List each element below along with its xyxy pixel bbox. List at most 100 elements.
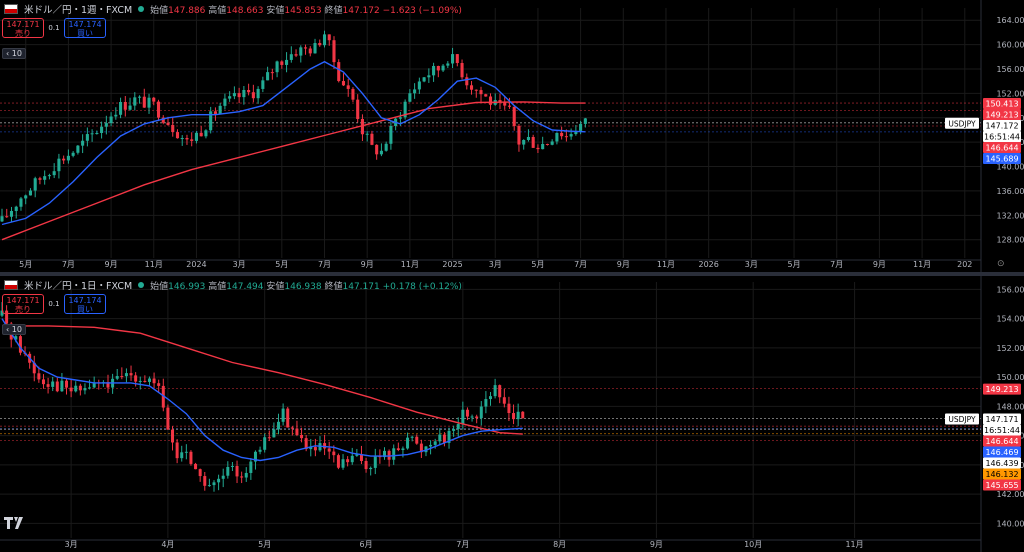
candle-body: [189, 451, 193, 464]
price-tag-label: 146.644: [985, 437, 1018, 446]
indicator-count-toggle[interactable]: ‹ 10: [2, 324, 26, 335]
candle-body: [106, 382, 110, 388]
weekly-chart-pane[interactable]: 164.000160.000156.000152.000148.000144.0…: [0, 0, 1024, 272]
candle-body: [57, 158, 61, 172]
candle-body: [114, 114, 118, 117]
settings-gear-icon[interactable]: ⊙: [997, 259, 1005, 269]
x-tick-label: 10月: [744, 540, 762, 549]
symbol-tag: [945, 413, 979, 425]
price-tag-label: 147.171: [985, 415, 1018, 424]
candle-body: [555, 132, 559, 142]
candle-body: [228, 96, 232, 99]
price-tag: [983, 413, 1021, 425]
buy-button[interactable]: 147.174 買い: [64, 294, 106, 314]
candle-body: [74, 385, 78, 392]
candle-body: [545, 143, 549, 145]
candle-body: [266, 72, 270, 81]
daily-candlestick-chart[interactable]: 156.000154.000152.000150.000148.000146.0…: [0, 276, 1024, 552]
candle-body: [275, 61, 279, 73]
candle-body: [469, 85, 474, 90]
slow-moving-average-line: [2, 325, 523, 435]
price-tag-label: 146.469: [985, 448, 1018, 457]
candle-body: [171, 124, 175, 133]
x-tick-label: 11月: [401, 260, 419, 269]
x-tick-label: 4月: [161, 540, 174, 549]
candle-body: [422, 77, 426, 82]
candle-body: [455, 54, 459, 64]
candle-body: [355, 454, 359, 456]
candle-body: [313, 43, 317, 54]
candle-body: [300, 434, 304, 439]
candle-body: [560, 132, 564, 137]
x-tick-label: 7月: [318, 260, 331, 269]
y-tick-label: 152.000: [996, 344, 1024, 353]
candle-body: [213, 111, 217, 114]
indicator-count-toggle[interactable]: ‹ 10: [2, 48, 26, 59]
candle-body: [33, 178, 37, 191]
candle-body: [470, 416, 474, 418]
y-tick-label: 128.000: [996, 236, 1024, 245]
candle-body: [583, 118, 587, 124]
candle-body: [383, 450, 387, 458]
daily-chart-pane[interactable]: 156.000154.000152.000150.000148.000146.0…: [0, 276, 1024, 552]
candle-body: [475, 416, 479, 419]
price-tag: [983, 98, 1021, 110]
candle-body: [452, 429, 456, 431]
candle-body: [574, 130, 578, 135]
candle-body: [541, 143, 545, 150]
candle-body: [92, 382, 96, 388]
candle-body: [32, 362, 36, 374]
candle-body: [14, 336, 18, 340]
candle-body: [479, 406, 483, 419]
sell-button[interactable]: 147.171 売り: [2, 294, 44, 314]
symbol-title[interactable]: 米ドル／円・1週・FXCM: [24, 5, 133, 16]
candle-body: [19, 198, 23, 207]
candle-body: [263, 437, 267, 450]
candle-body: [341, 81, 346, 86]
candle-body: [175, 132, 180, 139]
candle-body: [207, 485, 211, 487]
chart-header: 米ドル／円・1日・FXCM 始値146.993 高値147.494 安値146.…: [4, 278, 462, 292]
x-tick-label: 6月: [360, 540, 373, 549]
candle-body: [133, 97, 137, 106]
weekly-candlestick-chart[interactable]: 164.000160.000156.000152.000148.000144.0…: [0, 0, 1024, 272]
candle-body: [484, 399, 488, 407]
candle-body: [240, 476, 244, 478]
candle-body: [360, 118, 364, 135]
candle-body: [379, 150, 383, 155]
candle-body: [427, 75, 431, 78]
pane-divider[interactable]: [0, 272, 1024, 276]
symbol-title[interactable]: 米ドル／円・1日・FXCM: [24, 281, 133, 292]
price-tag: [983, 479, 1021, 491]
x-tick-label: 3月: [489, 260, 502, 269]
candle-body: [419, 443, 423, 453]
x-tick-label: 8月: [553, 540, 566, 549]
price-tag-label: 16:51:44: [984, 133, 1020, 142]
sell-button[interactable]: 147.171 売り: [2, 18, 44, 38]
x-tick-label: 7月: [62, 260, 75, 269]
price-tag-label: 147.172: [985, 122, 1018, 131]
y-tick-label: 154.000: [996, 315, 1024, 324]
price-tag: [983, 120, 1021, 132]
candle-body: [104, 123, 108, 127]
symbol-tag-label: USDJPY: [948, 415, 976, 424]
candle-body: [128, 105, 132, 110]
x-tick-label: 7月: [830, 260, 843, 269]
candle-body: [66, 155, 70, 161]
candle-body: [46, 384, 50, 387]
y-tick-label: 136.000: [996, 187, 1024, 196]
candle-body: [456, 424, 460, 430]
buy-button[interactable]: 147.174 買い: [64, 18, 106, 38]
spread-value: 0.1: [48, 300, 60, 308]
trade-buttons: 147.171 売り 0.1 147.174 買い: [2, 294, 106, 314]
x-tick-label: 9月: [361, 260, 374, 269]
candle-body: [502, 397, 506, 404]
price-tag: [983, 435, 1021, 447]
candle-body: [171, 429, 175, 443]
candle-body: [267, 437, 271, 439]
candle-body: [198, 469, 202, 477]
y-tick-label: 132.000: [996, 211, 1024, 220]
candle-body: [37, 373, 41, 380]
candle-body: [156, 101, 161, 118]
candle-body: [60, 380, 64, 392]
